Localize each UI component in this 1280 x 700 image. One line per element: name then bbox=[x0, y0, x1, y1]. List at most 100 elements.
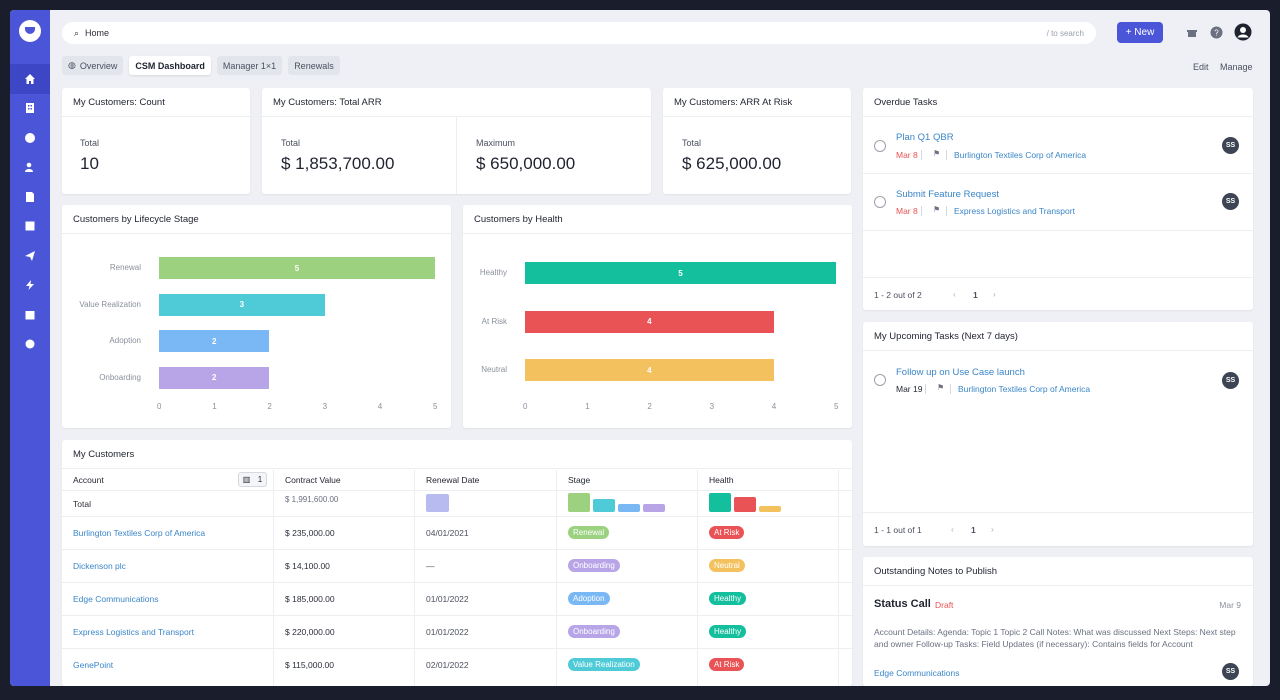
chart-bar[interactable]: 4 bbox=[525, 359, 774, 381]
contract-value: $ 235,000.00 bbox=[285, 528, 335, 538]
axis-tick-label: 2 bbox=[267, 402, 272, 411]
note-title[interactable]: Status Call bbox=[874, 598, 931, 610]
account-link[interactable]: GenePoint bbox=[73, 660, 114, 670]
pager-range: 1 - 2 out of 2 bbox=[874, 290, 922, 300]
account-link[interactable]: Express Logistics and Transport bbox=[73, 627, 194, 637]
axis-tick-label: 5 bbox=[433, 402, 438, 411]
column-header-health[interactable]: Health bbox=[709, 475, 734, 485]
tab-overview[interactable]: ◍ Overview bbox=[62, 56, 124, 75]
health-badge: At Risk bbox=[709, 526, 745, 539]
task-date: Mar 8 bbox=[896, 206, 918, 216]
search-bar[interactable]: ⌕ Home / to search bbox=[62, 22, 1096, 44]
card-title: My Upcoming Tasks (Next 7 days) bbox=[863, 322, 1253, 351]
note-account[interactable]: Edge Communications bbox=[874, 668, 960, 678]
account-link[interactable]: Dickenson plc bbox=[73, 561, 126, 571]
renewal-date: — bbox=[426, 561, 435, 571]
checkbox-icon[interactable] bbox=[10, 212, 50, 242]
task-account[interactable]: Burlington Textiles Corp of America bbox=[954, 150, 1087, 160]
divider bbox=[921, 206, 922, 216]
users-icon[interactable] bbox=[10, 153, 50, 183]
pagination: 1 - 2 out of 2 ‹ 1 › bbox=[863, 277, 1253, 310]
contract-value: $ 220,000.00 bbox=[285, 627, 335, 637]
task-name[interactable]: Plan Q1 QBR bbox=[896, 132, 954, 143]
next-page-icon[interactable]: › bbox=[991, 524, 994, 534]
help-icon[interactable]: ? bbox=[1208, 24, 1224, 40]
calendar-icon[interactable] bbox=[10, 300, 50, 330]
complete-radio[interactable] bbox=[874, 140, 886, 152]
table-row[interactable]: Dickenson plc $ 14,100.00 — Onboarding Neutr… bbox=[62, 549, 852, 582]
search-input[interactable]: Home bbox=[85, 28, 110, 38]
app-window: ⌕ Home / to search + New ? ◍ Overview CSM… bbox=[10, 10, 1270, 686]
table-row[interactable]: Edge Communications $ 185,000.00 01/01/202… bbox=[62, 582, 852, 615]
new-button[interactable]: + New bbox=[1117, 22, 1163, 43]
edit-link[interactable]: Edit bbox=[1193, 62, 1209, 72]
account-link[interactable]: Burlington Textiles Corp of America bbox=[73, 528, 206, 538]
pager-range: 1 - 1 out of 1 bbox=[874, 525, 922, 535]
task-name[interactable]: Follow up on Use Case launch bbox=[896, 367, 1025, 378]
prev-page-icon[interactable]: ‹ bbox=[951, 524, 954, 534]
task-item[interactable]: Submit Feature Request Mar 8 ⚑ Express L… bbox=[863, 174, 1253, 231]
divider bbox=[950, 384, 951, 394]
gift-icon[interactable] bbox=[1184, 24, 1200, 40]
task-item[interactable]: Follow up on Use Case launch Mar 19 ⚑ Bu… bbox=[863, 352, 1253, 408]
contract-value: $ 185,000.00 bbox=[285, 594, 335, 604]
document-icon[interactable] bbox=[10, 182, 50, 212]
contract-value: $ 14,100.00 bbox=[285, 561, 330, 571]
chart-bar[interactable]: 5 bbox=[159, 257, 435, 279]
lifecycle-chart-card: Customers by Lifecycle Stage Renewal 5 Val… bbox=[62, 205, 451, 428]
chart-bar[interactable]: 5 bbox=[525, 262, 836, 284]
table-row[interactable]: Burlington Textiles Corp of America $ 235… bbox=[62, 516, 852, 549]
gear-icon[interactable] bbox=[10, 330, 50, 360]
home-icon[interactable] bbox=[10, 64, 50, 94]
column-header-date[interactable]: Renewal Date bbox=[426, 475, 480, 485]
prev-page-icon[interactable]: ‹ bbox=[953, 289, 956, 299]
complete-radio[interactable] bbox=[874, 196, 886, 208]
column-header-value[interactable]: Contract Value bbox=[285, 475, 341, 485]
lightning-icon[interactable] bbox=[10, 271, 50, 301]
column-divider bbox=[838, 470, 839, 686]
next-page-icon[interactable]: › bbox=[993, 289, 996, 299]
task-item[interactable]: Plan Q1 QBR Mar 8 ⚑ Burlington Textiles … bbox=[863, 118, 1253, 174]
table-row[interactable]: GenePoint $ 115,000.00 02/01/2022 Value Rea… bbox=[62, 648, 852, 681]
note-date: Mar 9 bbox=[1219, 600, 1241, 610]
renewal-date: 01/01/2022 bbox=[426, 594, 469, 604]
renewal-date: 04/01/2021 bbox=[426, 528, 469, 538]
task-account[interactable]: Burlington Textiles Corp of America bbox=[958, 384, 1091, 394]
chart-bar[interactable]: 2 bbox=[159, 366, 270, 389]
divider bbox=[456, 117, 457, 194]
health-badge: At Risk bbox=[709, 658, 745, 671]
page-number[interactable]: 1 bbox=[971, 525, 976, 535]
chart-bar[interactable]: 3 bbox=[159, 293, 325, 316]
complete-radio[interactable] bbox=[874, 374, 886, 386]
column-header-account[interactable]: Account bbox=[73, 475, 104, 485]
tab-manager[interactable]: Manager 1×1 bbox=[216, 56, 283, 75]
table-row[interactable]: Express Logistics and Transport $ 220,000… bbox=[62, 615, 852, 648]
column-chart-toggle[interactable]: ▥ 1 bbox=[238, 472, 267, 487]
table-header: Account ▥ 1 Contract Value Renewal Date S… bbox=[62, 470, 852, 490]
svg-text:?: ? bbox=[1214, 28, 1219, 37]
building-icon[interactable] bbox=[10, 94, 50, 124]
app-logo[interactable] bbox=[19, 20, 41, 42]
column-divider bbox=[273, 470, 274, 686]
manage-link[interactable]: Manage bbox=[1220, 62, 1253, 72]
metric-value: $ 1,853,700.00 bbox=[281, 154, 395, 173]
send-icon[interactable] bbox=[10, 241, 50, 271]
account-link[interactable]: Edge Communications bbox=[73, 594, 159, 604]
tab-csm-dashboard[interactable]: CSM Dashboard bbox=[129, 56, 211, 75]
stage-summary-bar bbox=[568, 493, 590, 512]
column-header-stage[interactable]: Stage bbox=[568, 475, 591, 485]
flag-icon: ⚑ bbox=[933, 149, 941, 158]
axis-tick-label: 4 bbox=[771, 402, 777, 411]
upcoming-tasks-card: My Upcoming Tasks (Next 7 days) Follow u… bbox=[863, 322, 1253, 546]
tab-renewals[interactable]: Renewals bbox=[288, 56, 340, 75]
chart-bar[interactable]: 4 bbox=[525, 310, 774, 333]
health-chart-card: Customers by Health Healthy 5 At Risk 4 Neut… bbox=[463, 205, 852, 428]
user-avatar-icon[interactable] bbox=[1234, 23, 1252, 41]
task-account[interactable]: Express Logistics and Transport bbox=[954, 206, 1075, 216]
task-name[interactable]: Submit Feature Request bbox=[896, 189, 999, 200]
dollar-icon[interactable] bbox=[10, 123, 50, 153]
assignee-avatar: SS bbox=[1222, 137, 1239, 154]
card-title: My Customers bbox=[62, 440, 852, 469]
chart-bar[interactable]: 2 bbox=[159, 330, 270, 352]
page-number[interactable]: 1 bbox=[973, 290, 978, 300]
